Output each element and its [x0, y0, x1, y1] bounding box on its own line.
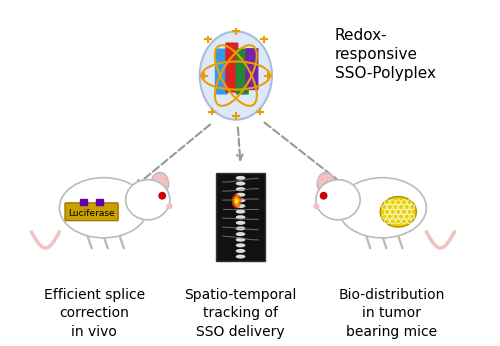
FancyBboxPatch shape — [215, 48, 228, 94]
Ellipse shape — [236, 210, 246, 213]
Ellipse shape — [236, 249, 246, 253]
Text: Spatio-temporal
tracking of
SSO delivery: Spatio-temporal tracking of SSO delivery — [184, 288, 296, 339]
Circle shape — [320, 192, 327, 199]
FancyBboxPatch shape — [246, 48, 258, 90]
Ellipse shape — [317, 172, 335, 195]
Ellipse shape — [236, 238, 246, 242]
FancyBboxPatch shape — [65, 203, 118, 221]
Circle shape — [167, 204, 172, 209]
Ellipse shape — [151, 172, 168, 195]
Ellipse shape — [236, 255, 246, 258]
Ellipse shape — [232, 194, 241, 208]
Ellipse shape — [236, 198, 246, 202]
Ellipse shape — [200, 31, 272, 120]
Ellipse shape — [338, 177, 426, 238]
Ellipse shape — [236, 176, 246, 180]
Text: Bio-distribution
in tumor
bearing mice: Bio-distribution in tumor bearing mice — [338, 288, 445, 339]
FancyBboxPatch shape — [236, 48, 249, 94]
Ellipse shape — [316, 180, 360, 220]
Ellipse shape — [236, 193, 246, 197]
Ellipse shape — [60, 177, 148, 238]
Circle shape — [314, 204, 319, 209]
Ellipse shape — [236, 243, 246, 247]
Bar — [216, 173, 264, 261]
FancyBboxPatch shape — [226, 43, 238, 92]
Ellipse shape — [236, 182, 246, 185]
Ellipse shape — [236, 232, 246, 236]
Ellipse shape — [236, 226, 246, 230]
Text: Redox-
responsive
SSO-Polyplex: Redox- responsive SSO-Polyplex — [335, 28, 436, 81]
Ellipse shape — [236, 215, 246, 219]
Ellipse shape — [235, 199, 238, 203]
Bar — [96, 199, 103, 206]
Text: Efficient splice
correction
in vivo: Efficient splice correction in vivo — [44, 288, 144, 339]
Ellipse shape — [380, 197, 416, 227]
Ellipse shape — [236, 221, 246, 225]
Text: Luciferase: Luciferase — [68, 209, 115, 218]
Bar — [80, 199, 87, 206]
Ellipse shape — [234, 196, 240, 206]
Ellipse shape — [236, 187, 246, 191]
Ellipse shape — [126, 180, 170, 220]
Circle shape — [159, 192, 166, 199]
Ellipse shape — [236, 204, 246, 208]
